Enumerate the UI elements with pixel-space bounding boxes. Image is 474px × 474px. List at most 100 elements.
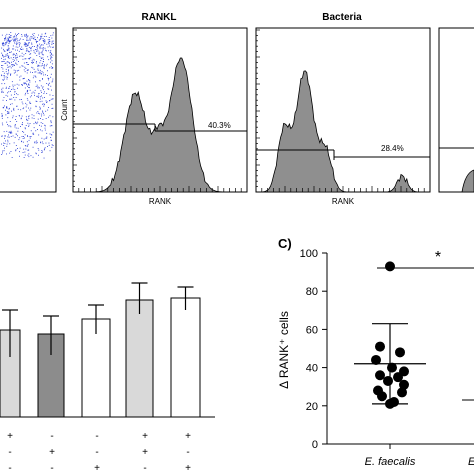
dot-plot-event xyxy=(22,103,24,105)
dot-plot-event xyxy=(41,115,42,117)
dot-plot-event xyxy=(5,71,7,73)
dot-plot-event xyxy=(13,40,15,42)
dot-plot-event xyxy=(4,38,6,40)
dot-plot-event xyxy=(7,56,9,57)
dot-plot-event xyxy=(25,53,27,54)
dot-plot-event xyxy=(44,40,46,42)
dot-plot-event xyxy=(24,34,26,35)
dot-plot-event xyxy=(29,89,31,91)
dot-plot-event xyxy=(22,84,23,86)
dot-plot-event xyxy=(43,41,45,43)
dot-plot-event xyxy=(37,97,39,98)
dot-plot-event xyxy=(18,61,19,62)
dot-plot-event xyxy=(24,45,26,47)
dot-plot-event xyxy=(41,113,43,115)
dot-plot-event xyxy=(42,49,44,51)
dot-plot-event xyxy=(15,62,17,64)
dot-plot-event xyxy=(5,109,6,111)
dot-plot-event xyxy=(10,90,11,92)
dot-plot-event xyxy=(3,50,5,52)
dot-plot-event xyxy=(19,45,20,47)
dot-plot-event xyxy=(22,122,23,124)
dot-plot-event xyxy=(50,35,52,37)
dot-plot-event xyxy=(48,41,50,43)
dot-plot-event xyxy=(20,118,22,120)
dot-plot-event xyxy=(25,106,27,108)
dot-plot-event xyxy=(2,91,4,93)
dot-plot-event xyxy=(22,55,24,57)
dot-plot-event xyxy=(43,59,44,60)
dot-plot-event xyxy=(33,133,35,135)
dot-plot-event xyxy=(25,83,27,84)
dot-plot-event xyxy=(47,75,48,76)
dot-plot-event xyxy=(48,40,50,42)
dot-plot-event xyxy=(50,137,52,138)
dot-plot-event xyxy=(6,73,8,74)
histogram-rankl-ylabel: Count xyxy=(60,99,69,121)
dot-plot-event xyxy=(22,141,24,143)
dot-plot-event xyxy=(20,49,22,50)
dot-plot-event xyxy=(45,74,46,76)
dot-plot-event xyxy=(31,66,33,68)
dot-plot-event xyxy=(19,151,20,153)
dot-plot-event xyxy=(30,50,32,52)
dot-plot-event xyxy=(10,57,12,59)
dot-plot-event xyxy=(22,65,24,67)
scatter-ylabel: Δ RANK⁺ cells xyxy=(277,311,291,389)
dot-plot-event xyxy=(36,101,38,102)
dot-plot-event xyxy=(19,55,20,57)
dot-plot-event xyxy=(46,63,48,65)
dot-plot-event xyxy=(32,72,33,73)
dot-plot-event xyxy=(9,125,11,127)
dot-plot-event xyxy=(12,117,14,119)
dot-plot-event xyxy=(9,36,11,38)
dot-plot-event xyxy=(44,125,46,127)
dot-plot-event xyxy=(10,151,12,152)
dot-plot-event xyxy=(9,41,11,43)
dot-plot-event xyxy=(30,36,32,38)
dot-plot-event xyxy=(43,40,45,42)
dot-plot-event xyxy=(43,67,44,69)
dot-plot-event xyxy=(44,64,45,66)
dot-plot-event xyxy=(15,150,17,152)
dot-plot-event xyxy=(14,84,16,86)
dot-plot-event xyxy=(41,63,43,65)
dot-plot-event xyxy=(28,51,30,53)
dot-plot-event xyxy=(17,49,18,51)
histogram-bacteria-xlabel: RANK xyxy=(332,197,355,206)
dot-plot-event xyxy=(26,80,28,82)
dot-plot-event xyxy=(8,134,9,136)
dot-plot-event xyxy=(51,125,53,127)
dot-plot-event xyxy=(20,109,22,111)
dot-plot-event xyxy=(12,53,14,55)
dot-plot-event xyxy=(24,58,26,60)
dot-plot-event xyxy=(27,40,29,41)
dot-plot-event xyxy=(53,43,54,44)
dot-plot-event xyxy=(46,136,48,138)
dot-plot-event xyxy=(10,73,12,75)
dot-plot-event xyxy=(51,103,53,105)
scatter-point xyxy=(377,391,387,402)
dot-plot-event xyxy=(25,92,26,94)
dot-plot-event xyxy=(22,58,24,60)
dot-plot-event xyxy=(45,118,47,119)
dot-plot-event xyxy=(38,149,40,151)
dot-plot-event xyxy=(36,96,38,97)
dot-plot-event xyxy=(32,67,34,69)
dot-plot-event xyxy=(12,84,14,86)
dot-plot-event xyxy=(16,57,18,58)
dot-plot-event xyxy=(32,133,34,135)
dot-plot-event xyxy=(42,87,43,89)
condition-sign: - xyxy=(143,463,146,474)
dot-plot-event xyxy=(52,67,53,68)
dot-plot-event xyxy=(27,135,28,137)
dot-plot-event xyxy=(49,54,51,56)
dot-plot-event xyxy=(41,54,43,56)
dot-plot-event xyxy=(29,102,31,104)
dot-plot-event xyxy=(8,136,10,138)
dot-plot-event xyxy=(26,33,27,35)
dot-plot-event xyxy=(4,38,5,39)
dot-plot-event xyxy=(31,92,33,94)
dot-plot-event xyxy=(17,70,18,72)
dot-plot-event xyxy=(2,44,4,46)
